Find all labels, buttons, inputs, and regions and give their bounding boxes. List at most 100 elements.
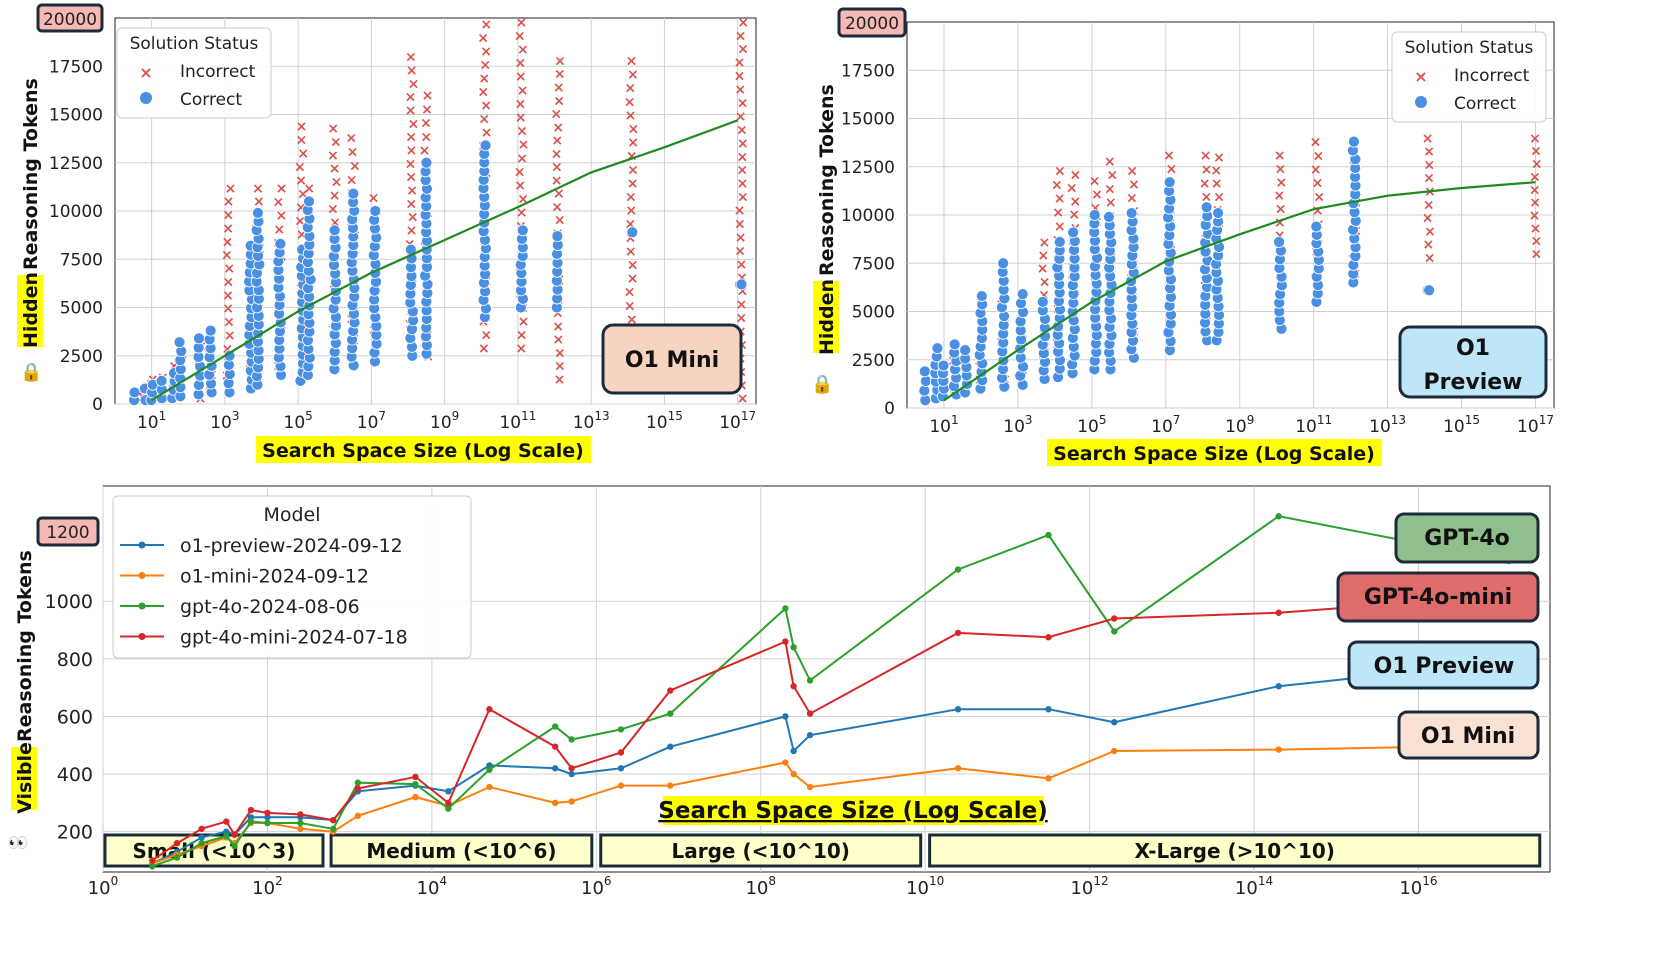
incorrect-point: ×: [1066, 181, 1078, 197]
incorrect-point: ×: [627, 162, 639, 178]
incorrect-point: ×: [480, 44, 492, 60]
eyes-icon: 👀: [8, 833, 28, 852]
series-point-gpt_4o: [330, 825, 337, 832]
scatter-marks: ××××××××××××××××××××××××××××××××××××××××…: [918, 131, 1543, 407]
incorrect-point: ×: [1089, 173, 1101, 189]
x-axis-label: Search Space Size (Log Scale): [658, 798, 1047, 824]
incorrect-point: ×: [625, 230, 637, 246]
incorrect-point: ×: [551, 160, 563, 176]
size-bands: Small (<10^3) Medium (<10^6) Large (<10^10…: [103, 833, 1542, 868]
incorrect-point: ×: [1126, 164, 1138, 180]
correct-point: [1423, 284, 1436, 297]
x-tick-label: 1014: [1235, 874, 1273, 899]
x-tick-label: 1016: [1399, 874, 1437, 899]
incorrect-point: ×: [1038, 235, 1050, 251]
series-point-o1_mini: [954, 765, 962, 772]
incorrect-point: ×: [1039, 274, 1051, 290]
incorrect-point: ×: [737, 391, 749, 407]
legend-correct-label: Correct: [1454, 94, 1516, 114]
series-point-o1_preview: [954, 706, 962, 713]
y-tick-labels: 200 400 600 800 1000: [45, 591, 93, 843]
incorrect-point: ×: [515, 56, 527, 72]
series-point-o1_mini: [486, 783, 493, 791]
correct-point: [997, 257, 1010, 270]
incorrect-point: ×: [1091, 187, 1103, 203]
incorrect-point: ×: [737, 136, 749, 152]
incorrect-point: ×: [297, 187, 309, 203]
incorrect-point: ×: [405, 196, 417, 212]
incorrect-point: ×: [1126, 190, 1138, 206]
incorrect-point: ×: [478, 341, 490, 357]
y-tick-label: 800: [57, 649, 93, 671]
incorrect-point: ×: [624, 94, 636, 110]
incorrect-point: ×: [276, 181, 288, 197]
correct-point: [155, 374, 168, 387]
incorrect-point: ×: [737, 42, 749, 58]
incorrect-point: ×: [480, 328, 492, 344]
series-point-gpt_4o_mini: [231, 831, 238, 838]
incorrect-point: ×: [514, 96, 526, 112]
incorrect-point: ×: [624, 217, 636, 233]
incorrect-point: ×: [1531, 234, 1543, 250]
correct-point: [204, 324, 217, 337]
legend: [116, 27, 272, 119]
incorrect-point: ×: [551, 173, 563, 189]
correct-point: [1310, 220, 1323, 233]
incorrect-point: ×: [1422, 211, 1434, 227]
incorrect-point: ×: [552, 120, 564, 136]
incorrect-point: ×: [294, 214, 306, 230]
x-tick-label: 102: [252, 874, 283, 899]
legend-incorrect-label: Incorrect: [1454, 66, 1530, 86]
series-point-o1_mini: [790, 770, 797, 778]
x-label-highlight: [256, 436, 591, 463]
incorrect-point: ×: [481, 125, 493, 141]
x-tick-label: 1012: [1070, 874, 1108, 899]
incorrect-point: ×: [516, 205, 528, 221]
incorrect-point: ×: [405, 170, 417, 186]
incorrect-point: ×: [330, 134, 342, 150]
incorrect-point: ×: [1313, 148, 1325, 164]
incorrect-point: ×: [734, 55, 746, 71]
incorrect-point: ×: [514, 178, 526, 194]
y-tick-labels: 0 2500 5000 7500 10000 12500 15000 17500: [49, 57, 103, 415]
incorrect-point: ×: [626, 53, 638, 69]
incorrect-point: ×: [553, 80, 565, 96]
incorrect-point: ×: [345, 131, 357, 147]
correct-point: [931, 342, 944, 355]
callout-o1-preview-line2: Preview: [1423, 370, 1522, 395]
y-tick-label: 10000: [49, 202, 103, 222]
incorrect-point: ×: [1424, 224, 1436, 240]
incorrect-point: ×: [1275, 202, 1287, 218]
incorrect-point: ×: [408, 116, 420, 132]
incorrect-point: ×: [627, 176, 639, 192]
series-point-gpt_4o: [231, 842, 238, 850]
incorrect-point: ×: [735, 297, 747, 313]
legend-items: o1-preview-2024-09-12 o1-mini-2024-09-12 g…: [120, 535, 408, 649]
incorrect-point: ×: [737, 176, 749, 192]
y-label-highlight: [813, 281, 839, 353]
legend-label-gpt_4o_mini: gpt-4o-mini-2024-07-18: [180, 627, 408, 649]
incorrect-point: ×: [736, 270, 748, 286]
correct-point: [959, 344, 972, 357]
incorrect-point: ×: [515, 110, 527, 126]
callout-o1-mini: [601, 323, 743, 395]
correct-point: [975, 290, 988, 302]
incorrect-point: ×: [405, 103, 417, 119]
incorrect-point: ×: [550, 107, 562, 123]
incorrect-point: ×: [518, 314, 530, 330]
y-tick-label: 15000: [841, 110, 895, 130]
series-lines: [149, 513, 1513, 870]
incorrect-point: ×: [331, 175, 343, 191]
legend-marker-o1_mini: [138, 572, 146, 579]
incorrect-point: ×: [516, 151, 528, 167]
legend-label-gpt_4o: gpt-4o-2024-08-06: [180, 596, 360, 618]
incorrect-point: ×: [734, 216, 746, 232]
size-band: [599, 833, 923, 868]
incorrect-point: ×: [517, 192, 529, 208]
incorrect-point: ×: [329, 188, 341, 204]
incorrect-point: ×: [275, 208, 287, 224]
y-tick-label: 2500: [852, 351, 895, 371]
x-tick-label: 109: [1225, 413, 1254, 437]
callout-o1-mini-label: O1 Mini: [625, 348, 719, 373]
series-point-o1_mini: [354, 812, 362, 820]
